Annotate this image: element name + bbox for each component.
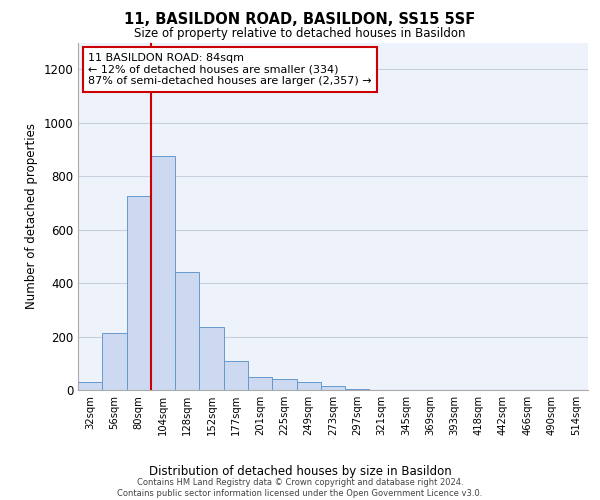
Bar bbox=[151, 156, 175, 390]
Text: 11, BASILDON ROAD, BASILDON, SS15 5SF: 11, BASILDON ROAD, BASILDON, SS15 5SF bbox=[124, 12, 476, 28]
Bar bbox=[199, 327, 224, 390]
Bar bbox=[345, 388, 370, 390]
Bar bbox=[127, 196, 151, 390]
Bar bbox=[296, 382, 321, 390]
Text: Distribution of detached houses by size in Basildon: Distribution of detached houses by size … bbox=[149, 465, 451, 478]
Bar bbox=[272, 380, 296, 390]
Bar bbox=[224, 360, 248, 390]
Bar bbox=[78, 382, 102, 390]
Y-axis label: Number of detached properties: Number of detached properties bbox=[25, 123, 38, 309]
Bar bbox=[248, 377, 272, 390]
Bar bbox=[175, 272, 199, 390]
Text: 11 BASILDON ROAD: 84sqm
← 12% of detached houses are smaller (334)
87% of semi-d: 11 BASILDON ROAD: 84sqm ← 12% of detache… bbox=[88, 53, 372, 86]
Bar bbox=[102, 332, 127, 390]
Text: Contains HM Land Registry data © Crown copyright and database right 2024.
Contai: Contains HM Land Registry data © Crown c… bbox=[118, 478, 482, 498]
Text: Size of property relative to detached houses in Basildon: Size of property relative to detached ho… bbox=[134, 28, 466, 40]
Bar bbox=[321, 386, 345, 390]
